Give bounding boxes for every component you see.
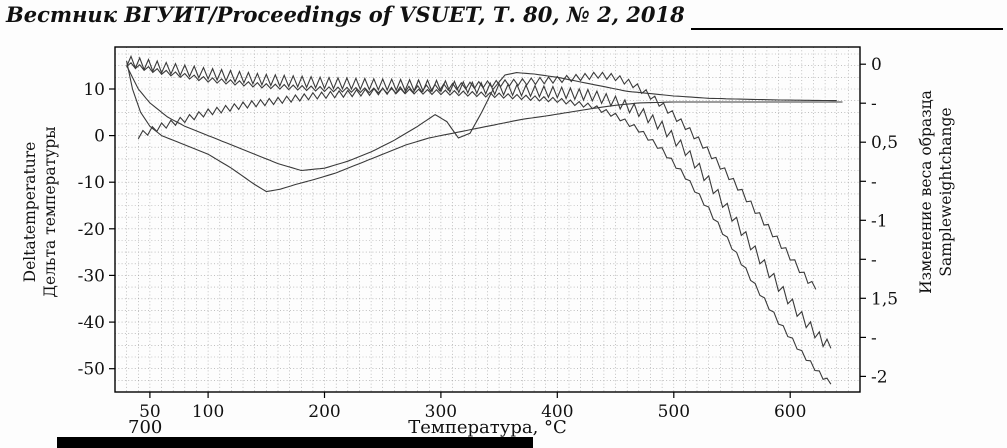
series-path-4 — [126, 62, 832, 385]
series-path-2 — [137, 71, 817, 290]
x-tick-label: 500 — [658, 402, 690, 422]
y-right-tick-label: 0 — [871, 55, 882, 75]
y-left-tick-label: -40 — [78, 313, 105, 333]
y-right-tick-label: -2 — [871, 367, 888, 387]
series-path-1 — [126, 65, 837, 172]
y-right-tick-label: - — [871, 172, 877, 192]
x-axis-title: Температура, °C — [408, 417, 567, 438]
bottom-black-bar — [57, 437, 533, 448]
y-right-tick-label: -1 — [871, 211, 888, 231]
y-axis-title-right: Изменение веса образца Sampleweightchang… — [916, 90, 956, 294]
plot-frame — [114, 46, 861, 393]
x-axis-ticks: 50 100 200 300 400 500 600 — [139, 392, 806, 422]
x-tick-label: 400 — [541, 402, 573, 422]
series-path-3 — [126, 54, 832, 349]
y-left-tick-label: -10 — [78, 173, 105, 193]
y-axis-title-right-en: Sampleweightchange — [937, 107, 955, 277]
y-right-tick-label: - — [871, 94, 877, 114]
y-axis-right-ticks: 0 - 0,5 - -1 - 1,5 - -2 — [860, 55, 898, 387]
y-right-tick-label: - — [871, 250, 877, 270]
y-right-tick-label: - — [871, 328, 877, 348]
series-group — [126, 54, 843, 385]
x-tick-label: 200 — [308, 402, 340, 422]
y-right-tick-label: 0,5 — [871, 133, 898, 153]
y-left-tick-label: -50 — [78, 360, 105, 380]
x-axis-secondary-label: 700 — [128, 417, 163, 438]
y-left-tick-label: 0 — [94, 127, 105, 147]
y-left-tick-label: -30 — [78, 266, 105, 286]
journal-header-title: Вестник ВГУИТ/Proceedings of VSUET, Т. 8… — [6, 2, 685, 27]
y-left-tick-label: -20 — [78, 220, 105, 240]
y-axis-title-right-ru: Изменение веса образца — [916, 90, 935, 294]
y-axis-left-ticks: 10 0 -10 -20 -30 -40 -50 — [78, 80, 115, 380]
header-underline — [690, 4, 1003, 30]
x-tick-label: 600 — [774, 402, 806, 422]
y-right-tick-label: 1,5 — [871, 289, 898, 309]
x-tick-label: 300 — [425, 402, 457, 422]
y-left-tick-label: 10 — [83, 80, 105, 100]
x-tick-label: 50 — [139, 402, 161, 422]
thermal-analysis-chart: 50 100 200 300 400 500 600100-10-20-30-40-500-… — [78, 46, 898, 422]
x-tick-label: 100 — [192, 402, 224, 422]
series-path-0 — [126, 60, 843, 193]
journal-header: Вестник ВГУИТ/Proceedings of VSUET, Т. 8… — [6, 0, 1003, 30]
